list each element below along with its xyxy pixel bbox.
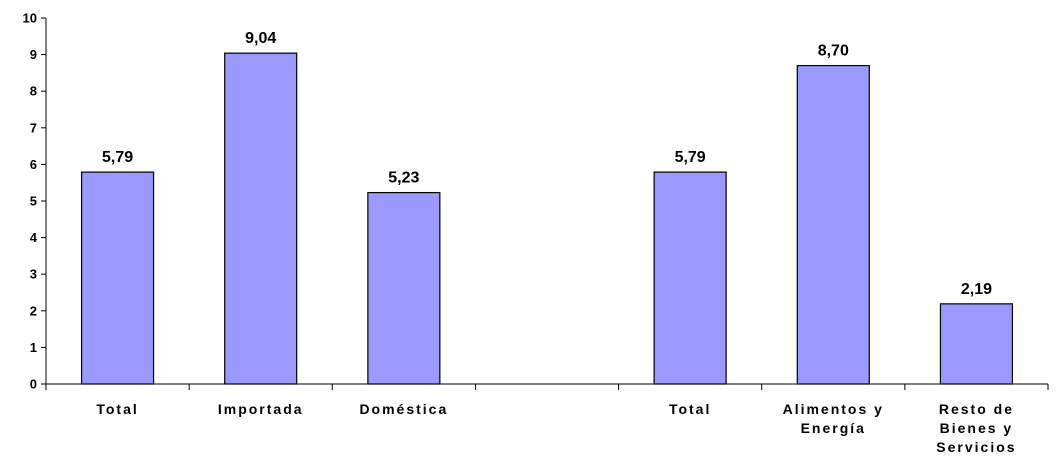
bar <box>939 303 1014 385</box>
bar <box>367 191 441 385</box>
y-tick-label: 3 <box>30 267 37 282</box>
tick-labels: 0 1 2 3 4 5 6 7 8 9 10 Total Importada Doméstica Total… <box>23 11 1016 456</box>
category-label: Resto de Bienes y Servicios <box>936 401 1016 455</box>
bar <box>80 171 155 385</box>
bar-value-label: 5,79 <box>102 149 133 166</box>
y-tick-label: 1 <box>30 340 37 355</box>
y-tick-label: 10 <box>23 11 37 26</box>
y-tick-label: 8 <box>30 84 37 99</box>
bar-value-label: 5,79 <box>675 149 706 166</box>
bar-value-label: 2,19 <box>961 281 992 298</box>
axes <box>41 17 1049 390</box>
y-tick-label: 6 <box>30 157 37 172</box>
bar <box>224 52 298 385</box>
data-labels: 5,79 9,04 5,23 5,79 8,70 2,19 <box>102 30 992 298</box>
category-label: Total <box>96 401 138 417</box>
y-tick-label: 4 <box>30 230 38 245</box>
bars <box>80 52 1014 385</box>
bar <box>653 171 727 385</box>
y-tick-label: 5 <box>30 194 37 209</box>
y-tick-label: 7 <box>30 120 37 135</box>
bar-value-label: 9,04 <box>245 30 276 47</box>
bar-value-label: 5,23 <box>388 170 419 187</box>
category-label: Doméstica <box>359 401 448 417</box>
y-tick-label: 2 <box>30 303 37 318</box>
bar-value-label: 8,70 <box>818 43 849 60</box>
y-tick-label: 0 <box>30 377 37 392</box>
category-label: Alimentos y Energía <box>783 401 884 436</box>
category-label: Importada <box>218 401 304 417</box>
category-label: Total <box>669 401 711 417</box>
y-tick-label: 9 <box>30 47 37 62</box>
bar <box>796 64 870 385</box>
